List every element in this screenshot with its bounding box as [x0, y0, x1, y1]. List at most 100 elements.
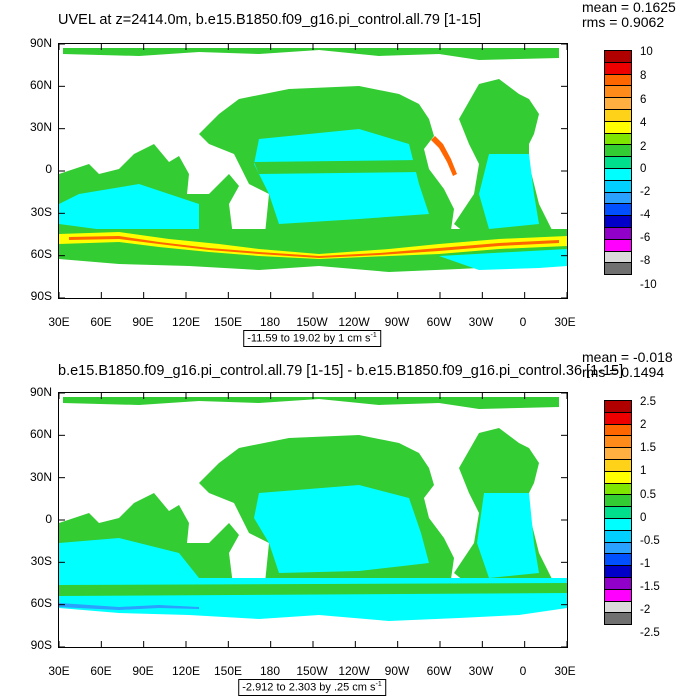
colorbar-label: 6	[640, 94, 647, 106]
lon-label: 90W	[384, 315, 410, 329]
panel-title: b.e15.B1850.f09_g16.pi_control.all.79 [1…	[58, 363, 624, 379]
lat-label: 90S	[30, 289, 52, 303]
southern-ocean	[59, 229, 567, 272]
lon-label: 150E	[213, 315, 243, 329]
colorbar-label: -4	[640, 209, 651, 221]
pacific-ocean-slow	[254, 129, 429, 224]
map-field-svg	[59, 393, 567, 647]
lat-label: 0	[45, 162, 52, 176]
colorbar-label: -8	[640, 255, 651, 267]
lon-label: 90E	[132, 664, 154, 678]
lat-label: 30S	[30, 205, 52, 219]
bottom-panel: b.e15.B1850.f09_g16.pi_control.all.79 [1…	[0, 350, 700, 700]
indian-ocean-slow	[59, 184, 199, 232]
contour-range-box: -2.912 to 2.303 by .25 cm s-1	[238, 679, 386, 696]
contour-range-box: -11.59 to 19.02 by 1 cm s-1	[243, 330, 381, 347]
southern-ocean-slow	[439, 249, 567, 270]
colorbar-label: 0	[640, 163, 647, 175]
lon-label: 150E	[213, 664, 243, 678]
lon-label: 120E	[171, 664, 201, 678]
colorbar-label: 2.5	[640, 396, 656, 408]
panel-title: UVEL at z=2414.0m, b.e15.B1850.f09_g16.p…	[58, 12, 482, 28]
lon-label: 60W	[426, 315, 452, 329]
lon-label: 30E	[48, 664, 70, 678]
lon-label: 30W	[468, 315, 494, 329]
lon-label: 30E	[554, 664, 576, 678]
colorbar-label: -2.5	[640, 627, 660, 639]
rms-stat: rms = 0.9062	[582, 14, 665, 30]
colorbar-label: -1	[640, 558, 651, 570]
colorbar-label: 1.5	[640, 442, 656, 454]
lon-label: 120W	[338, 315, 370, 329]
colorbar	[604, 400, 632, 626]
lon-label: 30W	[468, 664, 494, 678]
lon-label: 150W	[296, 664, 328, 678]
colorbar-label: 1	[640, 465, 647, 477]
stats-block: mean = 0.1625 rms = 0.9062	[582, 0, 676, 30]
lat-label: 0	[45, 512, 52, 526]
southern-ocean-band	[59, 583, 567, 596]
colorbar-label: 2	[640, 141, 647, 153]
lat-label: 60N	[29, 427, 52, 441]
colorbar-label: 0	[640, 512, 647, 524]
lat-label: 30N	[29, 470, 52, 484]
ocean-map	[58, 43, 568, 299]
range-text: -2.912 to 2.303 by .25 cm s	[242, 681, 376, 694]
lon-label: 120W	[338, 664, 370, 678]
lat-label: 60N	[29, 78, 52, 92]
colorbar-label: 8	[640, 70, 647, 82]
colorbar-label: -2	[640, 186, 651, 198]
southern-ocean-core	[69, 236, 559, 258]
indian-ocean-slow	[59, 538, 199, 583]
colorbar-label: 4	[640, 117, 647, 129]
colorbar-swatch	[604, 612, 632, 626]
pacific-eq-band	[254, 160, 421, 174]
atlantic-ocean-slow	[477, 493, 539, 578]
arctic-ocean	[63, 48, 559, 60]
lon-label: 60W	[426, 664, 452, 678]
range-text: -11.59 to 19.02 by 1 cm s	[247, 332, 371, 345]
boundary-current	[431, 136, 457, 176]
colorbar-label: 0.5	[640, 489, 656, 501]
lat-label: 30N	[29, 120, 52, 134]
lon-label: 90W	[384, 664, 410, 678]
colorbar	[604, 50, 632, 276]
lon-label: 180	[259, 664, 281, 678]
map-field-svg	[59, 44, 567, 298]
lat-label: 90S	[30, 638, 52, 652]
ocean-field	[59, 397, 567, 621]
top-panel: UVEL at z=2414.0m, b.e15.B1850.f09_g16.p…	[29, 0, 676, 347]
stats-block: mean = -0.018 rms = 0.1494	[582, 350, 673, 380]
lon-label: 30E	[48, 315, 70, 329]
colorbar-label: 10	[640, 46, 653, 58]
lat-label: 60S	[30, 596, 52, 610]
lon-label: 0	[519, 315, 527, 329]
arctic-ocean	[63, 397, 559, 409]
lat-label: 90N	[29, 36, 52, 50]
lon-label: 120E	[171, 315, 201, 329]
colorbar-label: -10	[640, 279, 657, 291]
lon-label: 0	[519, 664, 527, 678]
colorbar-label: -2	[640, 604, 651, 616]
pacific-ocean-slow	[254, 485, 429, 573]
southern-ocean-negative	[59, 603, 199, 610]
lon-label: 180	[259, 315, 281, 329]
lon-label: 60E	[90, 315, 112, 329]
colorbar-swatch	[604, 262, 632, 276]
colorbar-label: -1.5	[640, 581, 660, 593]
lon-label: 90E	[132, 315, 154, 329]
lon-label: 150W	[296, 315, 328, 329]
lat-label: 30S	[30, 554, 52, 568]
mean-stat: mean = -0.018	[582, 349, 673, 365]
range-unit-exponent: -1	[370, 332, 377, 339]
range-unit-exponent: -1	[375, 681, 382, 688]
lon-label: 60E	[90, 664, 112, 678]
ocean-map	[58, 392, 568, 648]
mean-stat: mean = 0.1625	[582, 0, 676, 15]
southern-ocean-fast	[59, 232, 567, 259]
colorbar-label: -0.5	[640, 535, 660, 547]
lat-label: 90N	[29, 385, 52, 399]
lat-label: 60S	[30, 247, 52, 261]
colorbar-label: -6	[640, 232, 651, 244]
colorbar-label: 2	[640, 419, 647, 431]
